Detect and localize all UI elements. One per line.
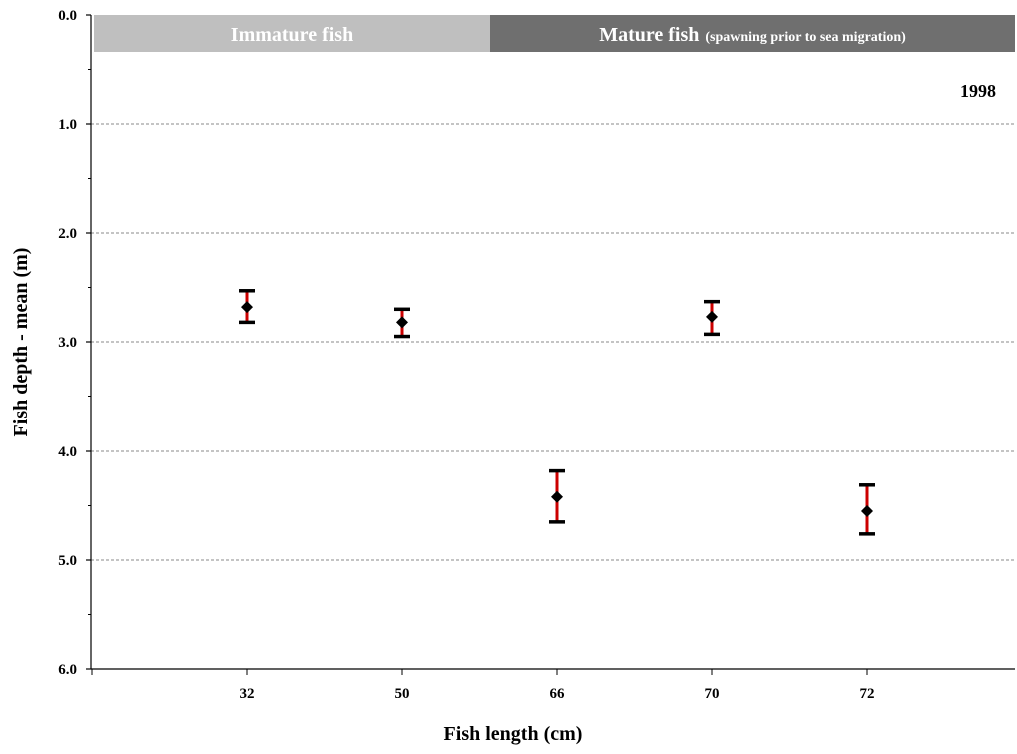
data-point-1 — [396, 316, 408, 329]
mature-label-sub: (spawning prior to sea migration) — [705, 30, 906, 45]
x-tick-label-2: 66 — [550, 686, 566, 702]
data-points — [239, 289, 875, 536]
immature-band — [94, 15, 490, 52]
data-point-3 — [706, 310, 718, 323]
y-axis-title: Fish depth - mean (m) — [10, 248, 32, 437]
y-tick-label-3: 3.0 — [58, 335, 77, 351]
mature-label: Mature fish (spawning prior to sea migrat… — [599, 24, 906, 46]
y-tick-label-0: 0.0 — [58, 8, 77, 24]
maturity-bands: Immature fish Mature fish (spawning prior… — [94, 15, 1015, 52]
x-tick-label-4: 72 — [860, 686, 875, 702]
y-tick-label-2: 2.0 — [58, 226, 77, 242]
x-tick-label-1: 50 — [395, 686, 410, 702]
data-point-0 — [241, 301, 253, 314]
y-tick-label-5: 5.0 — [58, 553, 77, 569]
grid-lines — [91, 123, 1015, 561]
mature-label-main: Mature fish — [599, 24, 699, 46]
x-tick-label-3: 70 — [705, 686, 720, 702]
y-tick-label-1: 1.0 — [58, 117, 77, 133]
year-label: 1998 — [960, 81, 996, 101]
x-axis-title: Fish length (cm) — [444, 723, 583, 745]
mature-band — [490, 15, 1015, 52]
immature-label: Immature fish — [231, 24, 353, 46]
x-tick-label-0: 32 — [240, 686, 255, 702]
axes: 0.0 1.0 2.0 3.0 4.0 5.0 6.0 32 50 66 70 72 — [58, 8, 1015, 702]
data-point-2 — [551, 490, 563, 503]
data-point-4 — [861, 504, 873, 517]
y-tick-label-6: 6.0 — [58, 662, 77, 678]
y-tick-label-4: 4.0 — [58, 444, 77, 460]
